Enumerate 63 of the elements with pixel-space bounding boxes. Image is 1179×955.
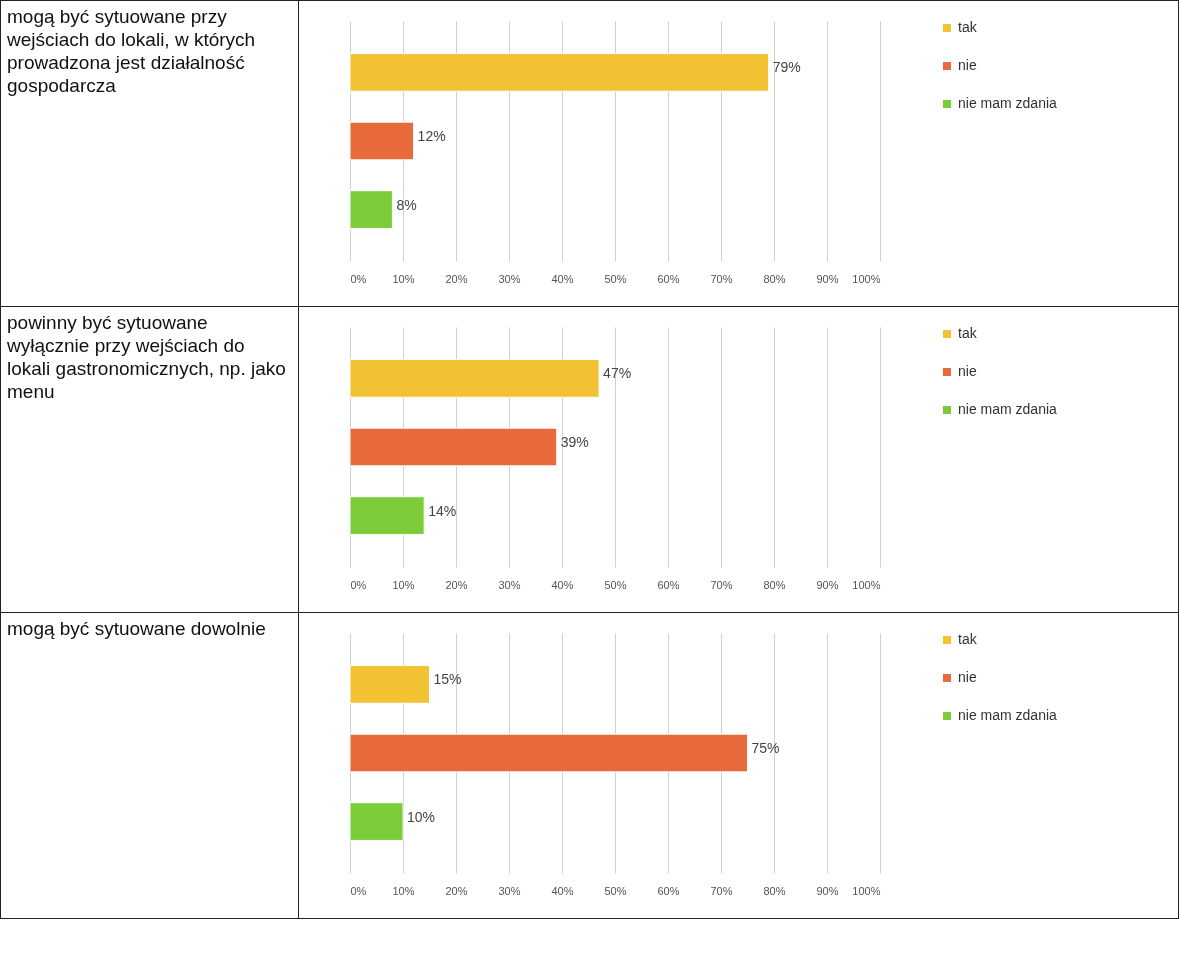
x-tick-label: 80%	[763, 578, 786, 591]
data-label: 79%	[772, 59, 801, 76]
data-label: 75%	[751, 740, 780, 756]
x-tick-label: 40%	[551, 578, 574, 591]
x-tick-label: 30%	[498, 578, 521, 591]
x-tick-label: 60%	[657, 578, 680, 591]
bar	[349, 496, 425, 535]
legend-label: nie	[958, 669, 977, 685]
x-tick-label: 10%	[392, 884, 415, 897]
x-tick-label: 70%	[710, 884, 733, 897]
data-label: 47%	[603, 365, 632, 382]
data-label: 10%	[407, 808, 436, 825]
x-tick-label: 100%	[852, 272, 881, 285]
x-tick-label: 80%	[763, 884, 786, 897]
data-label: 15%	[433, 671, 462, 688]
x-tick-label: 20%	[445, 272, 468, 285]
x-tick-label: 50%	[604, 272, 627, 285]
bar	[349, 53, 770, 92]
legend-label: nie	[958, 57, 977, 73]
x-tick-label: 20%	[445, 578, 468, 591]
bar	[349, 733, 748, 773]
legend-label: tak	[958, 19, 978, 35]
bar	[349, 190, 393, 229]
x-tick-label: 70%	[710, 272, 733, 285]
x-tick-label: 90%	[816, 884, 839, 897]
bar	[349, 121, 415, 161]
data-label: 8%	[396, 196, 417, 213]
x-tick-label: 10%	[392, 272, 415, 285]
legend-label: nie mam zdania	[958, 707, 1058, 723]
text: mogą być sytuowane dowolnie	[0, 612, 299, 919]
x-tick-label: 30%	[498, 272, 521, 285]
x-tick-label: 20%	[445, 884, 468, 897]
x-tick-label: 60%	[657, 884, 680, 897]
x-tick-label: 90%	[816, 272, 839, 285]
text: mogą być sytuowane przy wejściach do lokali, w których prowadzona jest działalność gospodarcza	[0, 0, 299, 307]
x-tick-label: 40%	[551, 884, 574, 897]
x-tick-label: 0%	[350, 272, 367, 285]
x-tick-label: 40%	[551, 272, 574, 285]
legend-label: nie	[958, 363, 977, 379]
x-tick-label: 90%	[816, 578, 839, 591]
text: powinny być sytuowane wyłącznie przy wejściach do lokali gastronomicznych, np. jako menu	[0, 306, 299, 613]
x-tick-label: 0%	[350, 578, 367, 591]
x-tick-label: 100%	[852, 884, 881, 897]
x-tick-label: 50%	[604, 884, 627, 897]
bar	[349, 427, 558, 467]
data-label: 12%	[417, 128, 446, 144]
legend-label: tak	[958, 325, 978, 341]
legend-label: nie mam zdania	[958, 401, 1058, 417]
data-label: 14%	[428, 502, 457, 519]
x-tick-label: 100%	[852, 578, 881, 591]
x-tick-label: 10%	[392, 578, 415, 591]
x-tick-label: 0%	[350, 884, 367, 897]
data-label: 39%	[560, 434, 589, 450]
bar	[349, 802, 404, 841]
x-tick-label: 50%	[604, 578, 627, 591]
x-tick-label: 70%	[710, 578, 733, 591]
legend-label: tak	[958, 631, 978, 647]
x-tick-label: 60%	[657, 272, 680, 285]
bar	[349, 665, 430, 704]
bar	[349, 359, 600, 398]
legend-label: nie mam zdania	[958, 95, 1058, 111]
x-tick-label: 80%	[763, 272, 786, 285]
x-tick-label: 30%	[498, 884, 521, 897]
